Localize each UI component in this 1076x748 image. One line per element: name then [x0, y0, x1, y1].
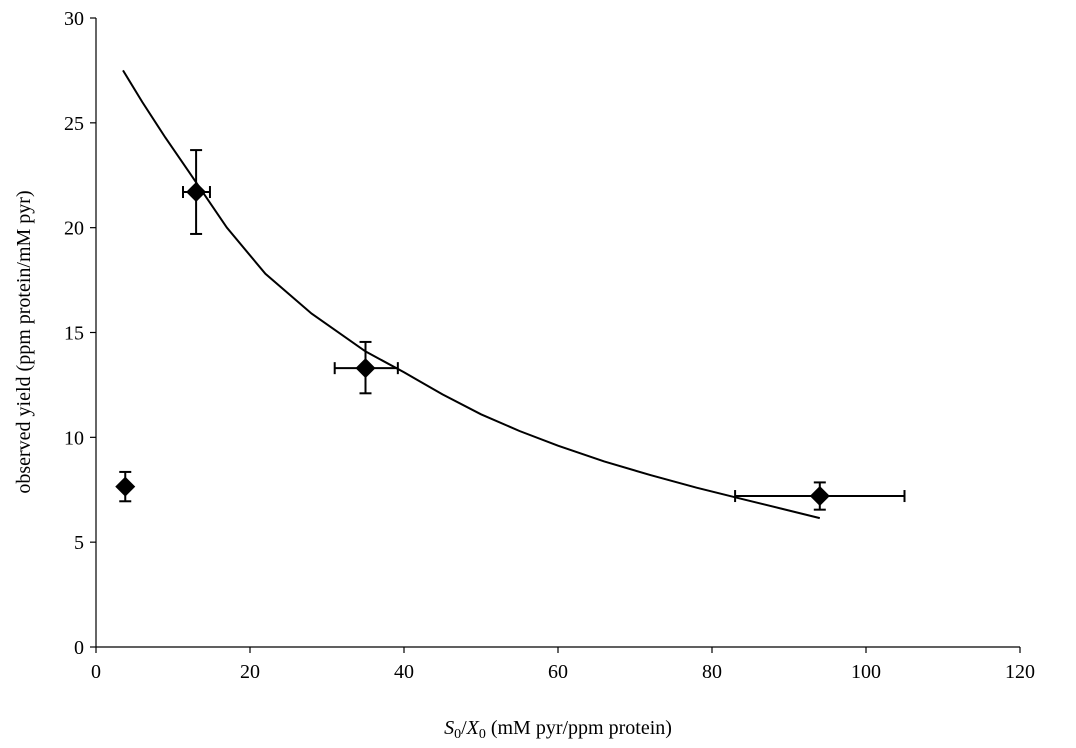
x-tick-label: 0	[91, 661, 101, 683]
y-tick-label: 25	[64, 113, 84, 135]
x-tick-label: 80	[702, 661, 722, 683]
diamond-marker	[355, 358, 376, 379]
x-tick-label: 60	[548, 661, 568, 683]
x-axis-title: S0/X0 (mM pyr/ppm protein)	[444, 717, 672, 742]
fit-curve-line	[122, 69, 821, 520]
y-tick-label: 15	[64, 323, 84, 345]
data-points	[115, 149, 906, 511]
y-tick-label: 30	[64, 8, 84, 30]
x-axis-title-x: X	[466, 717, 480, 739]
ticks: 0 5 10 15 20 25 30 0 20 40 60 80 100 120	[64, 8, 1035, 683]
x-axis-title-x-sub: 0	[479, 727, 486, 742]
x-tick-label: 20	[240, 661, 260, 683]
x-axis-title-s-sub: 0	[454, 727, 461, 742]
data-point	[115, 470, 136, 503]
diamond-marker	[809, 486, 830, 507]
data-point	[734, 481, 906, 511]
y-tick-label: 0	[74, 637, 84, 659]
y-tick-label: 20	[64, 218, 84, 240]
diamond-marker	[115, 476, 136, 497]
y-tick-label: 5	[74, 532, 84, 554]
data-point	[333, 340, 399, 395]
axes	[95, 18, 1020, 648]
data-point	[182, 149, 211, 235]
x-tick-label: 120	[1005, 661, 1035, 683]
x-axis-title-s: S	[444, 717, 454, 739]
x-tick-label: 100	[851, 661, 881, 683]
y-tick-label: 10	[64, 427, 84, 449]
y-axis-title: observed yield (ppm protein/mM pyr)	[13, 190, 35, 493]
x-axis-title-sep: /	[461, 717, 467, 739]
diamond-marker	[186, 182, 207, 203]
x-tick-label: 40	[394, 661, 414, 683]
x-axis-title-rest: (mM pyr/ppm protein)	[486, 717, 672, 739]
